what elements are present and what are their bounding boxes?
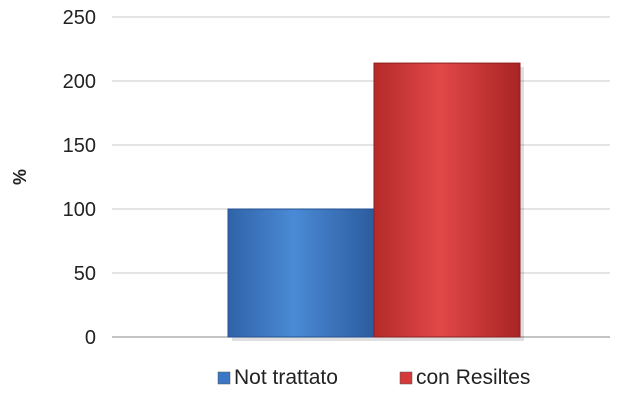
bars xyxy=(227,62,524,341)
y-axis: 0 50 100 150 200 250 xyxy=(63,7,96,349)
y-tick-label: 150 xyxy=(63,135,96,157)
y-tick-label: 250 xyxy=(63,7,96,29)
y-tick-label: 200 xyxy=(63,71,96,93)
legend-swatch xyxy=(217,371,231,385)
legend-label: con Resiltes xyxy=(416,366,530,389)
y-tick-label: 50 xyxy=(74,263,96,285)
legend-swatch xyxy=(399,371,413,385)
bar-con-resiltes xyxy=(373,62,521,338)
legend-label: Not trattato xyxy=(234,366,338,389)
y-axis-label: % xyxy=(10,169,30,185)
y-tick-label: 0 xyxy=(85,327,96,349)
y-tick-label: 100 xyxy=(63,199,96,221)
legend: Not trattato con Resiltes xyxy=(217,366,530,389)
bar-not-trattato xyxy=(227,208,375,338)
